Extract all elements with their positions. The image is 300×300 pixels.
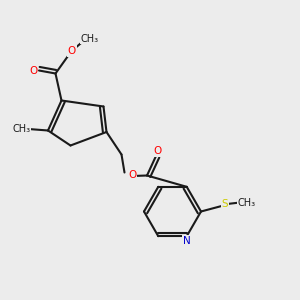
Text: N: N bbox=[183, 236, 190, 246]
Text: O: O bbox=[29, 65, 38, 76]
Text: S: S bbox=[222, 199, 228, 209]
Text: CH₃: CH₃ bbox=[13, 124, 31, 134]
Text: CH₃: CH₃ bbox=[81, 34, 99, 44]
Text: CH₃: CH₃ bbox=[238, 197, 256, 208]
Text: O: O bbox=[128, 170, 136, 181]
Text: O: O bbox=[153, 146, 162, 157]
Text: O: O bbox=[68, 46, 76, 56]
